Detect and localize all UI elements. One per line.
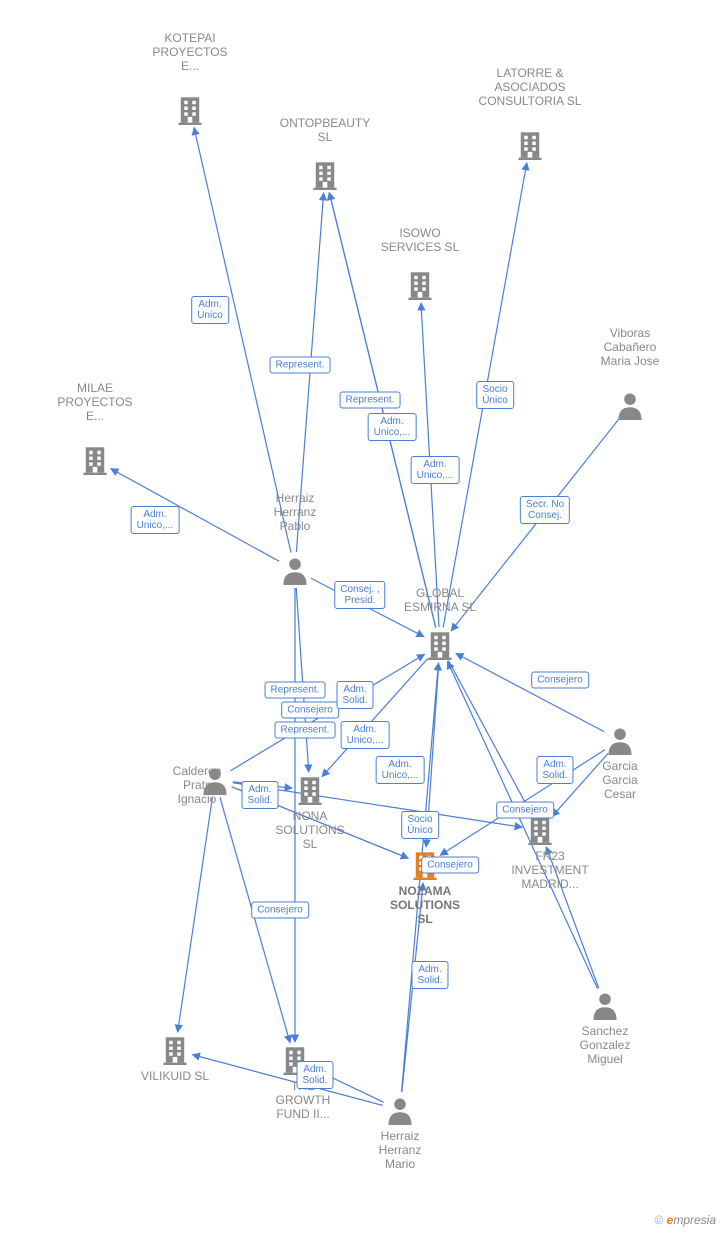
edge-label-pablo-nona: Represent.	[265, 682, 326, 699]
edge-sanchez-global	[447, 661, 597, 988]
company-icon-global[interactable]	[426, 630, 454, 660]
edge-label-mario-nozama: Consejero	[421, 857, 479, 874]
watermark: © empresia	[654, 1213, 716, 1227]
edge-global-fr23	[449, 661, 532, 814]
edge-sanchez-fr23	[546, 847, 598, 988]
edge-label-mario-tre: Adm. Solid.	[296, 1061, 333, 1089]
company-icon-fr23[interactable]	[526, 815, 554, 845]
person-icon-mario[interactable]	[386, 1095, 414, 1125]
person-icon-calderon[interactable]	[201, 765, 229, 795]
company-icon-ontop[interactable]	[311, 160, 339, 190]
edge-pablo-nona	[296, 588, 309, 772]
edge-label-pablo-tre: Consejero	[251, 902, 309, 919]
company-icon-isowo[interactable]	[406, 270, 434, 300]
edge-pablo-kotepai	[194, 128, 291, 553]
network-graph-edges	[0, 0, 728, 1235]
brand-rest: mpresia	[673, 1213, 716, 1227]
edge-label-pablo-milae: Adm. Unico,...	[131, 506, 180, 534]
edge-global-ontop	[329, 192, 435, 627]
person-icon-cesar[interactable]	[606, 725, 634, 755]
person-icon-sanchez[interactable]	[591, 990, 619, 1020]
person-icon-pablo[interactable]	[281, 555, 309, 585]
edge-label-pablo-global: Consej. , Presid.	[334, 581, 385, 609]
edge-label-calderon-fr23: Consejero	[281, 702, 339, 719]
edge-label-global-ontop: Represent.	[340, 392, 401, 409]
edge-label-cesar-nozama: Adm. Solid.	[536, 756, 573, 784]
edge-label-cesar-fr23: Consejero	[496, 802, 554, 819]
edge-label-global-nozama: Socio Único	[401, 811, 439, 839]
edge-label-calderon-global: Adm. Unico,...	[376, 756, 425, 784]
edge-label-global-nona: Adm. Unico,...	[341, 721, 390, 749]
person-icon-viboras[interactable]	[616, 390, 644, 420]
edge-label-mario-global: Adm. Solid.	[411, 961, 448, 989]
company-icon-milae[interactable]	[81, 445, 109, 475]
edge-label-pablo-kotepai: Adm. Unico	[191, 296, 229, 324]
company-icon-kotepai[interactable]	[176, 95, 204, 125]
company-icon-vilikuid[interactable]	[161, 1035, 189, 1065]
edge-calderon-tre	[220, 797, 290, 1042]
edge-cesar-global	[456, 653, 604, 731]
edge-label-cesar-global: Consejero	[531, 672, 589, 689]
edge-label-calderon-nozama: Adm. Solid.	[336, 681, 373, 709]
edge-label-global-latorre: Socio Único	[476, 381, 514, 409]
edge-label-global-ontop: Adm. Unico,...	[368, 413, 417, 441]
edge-label-calderon-nona: Represent.	[275, 722, 336, 739]
copyright-symbol: ©	[654, 1213, 663, 1227]
edge-label-global-isowo: Adm. Unico,...	[411, 456, 460, 484]
edge-calderon-vilikuid	[178, 798, 213, 1032]
edge-label-calderon-nozama: Adm. Solid.	[241, 781, 278, 809]
edge-label-pablo-ontop: Represent.	[270, 357, 331, 374]
company-icon-nona[interactable]	[296, 775, 324, 805]
edge-label-viboras-global: Secr. No Consej.	[520, 496, 570, 524]
company-icon-latorre[interactable]	[516, 130, 544, 160]
edge-viboras-global	[451, 419, 619, 631]
